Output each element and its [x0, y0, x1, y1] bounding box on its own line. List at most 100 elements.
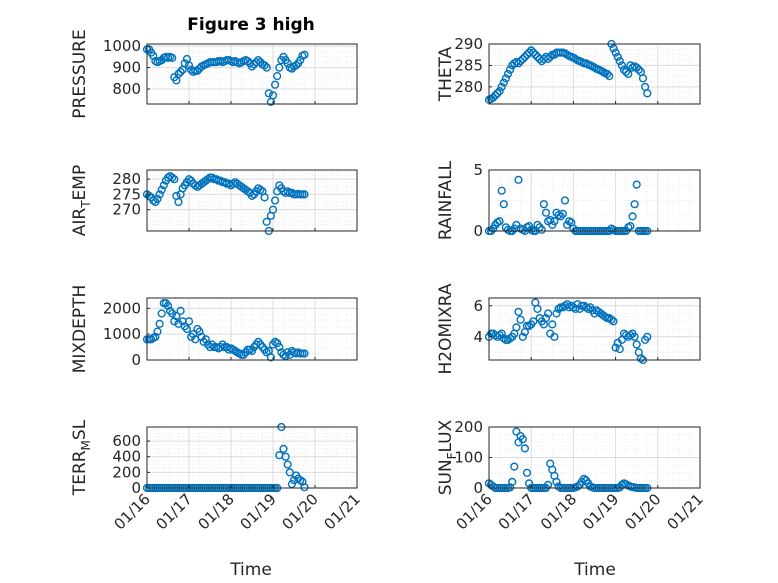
- data-point: [560, 196, 570, 205]
- data-point: [180, 59, 189, 68]
- data-point: [581, 303, 591, 312]
- data-point: [506, 334, 515, 343]
- data-point: [624, 69, 633, 79]
- data-point: [636, 354, 646, 363]
- data-point: [176, 306, 185, 316]
- data-point: [516, 315, 525, 324]
- data-point: [275, 63, 284, 72]
- figure-title: Figure 3 high: [187, 15, 315, 35]
- data-point: [268, 91, 278, 100]
- data-point: [550, 332, 559, 341]
- x-axis-label-right: Time: [573, 560, 616, 580]
- data-point: [201, 335, 210, 344]
- data-point: [533, 304, 542, 314]
- data-point: [172, 312, 181, 321]
- data-point: [260, 61, 269, 70]
- data-point: [556, 212, 565, 221]
- data-point: [155, 319, 164, 328]
- data-point: [552, 477, 561, 487]
- data-point: [499, 200, 508, 209]
- data-point: [621, 67, 631, 77]
- subplot-sun-flux: 010020001/1601/1701/1801/1901/2001/21SUN…: [436, 418, 707, 533]
- y-tick-label: 200: [454, 418, 483, 436]
- data-point: [626, 222, 635, 231]
- y-tick-label: 4: [473, 328, 483, 346]
- data-point: [571, 304, 580, 314]
- data-point: [548, 320, 557, 329]
- y-axis-label: PRESSURE: [70, 29, 90, 118]
- y-tick-label: 200: [112, 463, 141, 481]
- y-axis-label: H2OMIXRA: [436, 283, 456, 374]
- data-point: [285, 468, 294, 477]
- data-point: [266, 353, 276, 362]
- data-point: [550, 217, 559, 226]
- data-point: [300, 50, 309, 59]
- data-point: [611, 343, 620, 352]
- data-point: [497, 329, 506, 338]
- y-tick-label: 0: [131, 351, 141, 369]
- y-tick-label: 1000: [103, 325, 141, 343]
- axes-box: [488, 297, 701, 361]
- data-point: [546, 52, 555, 62]
- y-tick-label: 0: [131, 479, 141, 497]
- x-tick-label: 01/21: [321, 490, 364, 533]
- data-point: [155, 190, 164, 199]
- data-point: [516, 56, 525, 66]
- data-point: [296, 476, 305, 485]
- data-point: [149, 51, 158, 60]
- data-point: [243, 187, 252, 196]
- data-point: [495, 86, 504, 96]
- data-point: [149, 196, 158, 205]
- data-point: [501, 74, 511, 83]
- data-point: [603, 69, 612, 79]
- data-point: [283, 59, 292, 68]
- data-point: [643, 89, 652, 98]
- data-point: [554, 304, 563, 314]
- data-point: [508, 477, 517, 487]
- data-point: [283, 187, 292, 196]
- subplot-terr-msl: 020040060001/1601/1701/1801/1901/2001/21…: [70, 419, 364, 533]
- y-axis-label: TERRMSL: [70, 419, 93, 496]
- y-tick-label: 0: [473, 479, 483, 497]
- data-point: [531, 50, 540, 59]
- data-point: [262, 217, 271, 226]
- data-point: [151, 332, 160, 341]
- data-point: [281, 452, 290, 461]
- data-point: [552, 309, 561, 318]
- y-tick-label: 290: [454, 35, 483, 53]
- axes-box: [146, 297, 358, 361]
- x-tick-label: 01/21: [664, 490, 707, 533]
- data-point: [541, 314, 551, 323]
- data-point: [273, 71, 282, 81]
- data-point: [611, 48, 620, 57]
- data-point: [220, 178, 229, 187]
- data-point: [275, 343, 284, 352]
- data-point: [184, 317, 194, 326]
- data-point: [174, 197, 183, 207]
- data-point: [512, 427, 521, 436]
- data-point: [628, 212, 637, 221]
- x-tick-label: 01/19: [579, 490, 622, 533]
- data-point: [518, 54, 527, 64]
- data-point: [499, 78, 508, 87]
- subplot-pressure: 800 900 1000 PRESSURE: [70, 29, 358, 119]
- axes-box: [146, 169, 358, 232]
- data-point: [497, 186, 506, 195]
- data-point: [607, 315, 616, 324]
- data-point: [518, 332, 527, 341]
- y-tick-label: 100: [454, 449, 483, 467]
- y-tick-label: 280: [112, 170, 141, 188]
- data-point: [163, 301, 173, 310]
- data-point: [632, 63, 641, 72]
- data-point: [157, 185, 166, 194]
- data-point: [170, 175, 179, 184]
- subplot-mixdepth: 0 1000 2000 MIXDEPTH: [70, 285, 358, 373]
- data-point: [605, 71, 614, 81]
- x-tick-label: 01/18: [537, 490, 580, 533]
- data-point: [514, 307, 523, 317]
- data-point: [632, 180, 641, 189]
- data-point: [524, 321, 534, 331]
- data-point: [157, 309, 166, 318]
